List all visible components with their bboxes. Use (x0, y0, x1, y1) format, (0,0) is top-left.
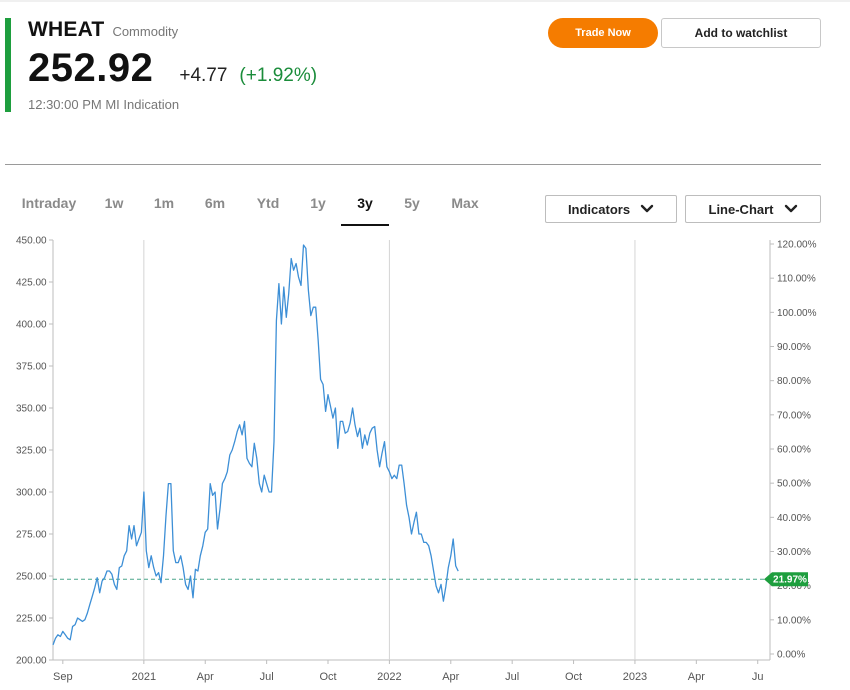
y2-tick-label: 30.00% (777, 547, 811, 558)
reference-label: 21.97% (773, 575, 807, 586)
x-tick-label: 2023 (623, 671, 647, 683)
top-border (0, 0, 850, 2)
tab-1y[interactable]: 1y (310, 195, 326, 211)
x-tick-label: Apr (442, 671, 459, 683)
x-tick-label: Apr (197, 671, 214, 683)
chart-type-label: Line-Chart (708, 201, 774, 217)
price-change: +4.77 (179, 65, 228, 86)
y2-tick-label: 50.00% (777, 479, 811, 490)
price-line[interactable] (52, 244, 459, 646)
instrument-symbol: WHEAT (28, 18, 105, 41)
quote-indication: MI Indication (105, 97, 180, 112)
y2-tick-label: 40.00% (777, 513, 811, 524)
y-tick-label: 375.00 (16, 362, 47, 373)
y-tick-label: 450.00 (16, 236, 47, 247)
chevron-down-icon (640, 204, 654, 213)
asset-type: Commodity (112, 24, 179, 39)
price-change-percent: (+1.92%) (239, 65, 318, 86)
last-price: 252.92 (28, 46, 154, 90)
name-row: WHEAT Commodity (28, 18, 317, 42)
y2-tick-label: 70.00% (777, 410, 811, 421)
price-row: 252.92 +4.77 (+1.92%) (28, 46, 317, 91)
accent-bar (5, 18, 11, 112)
tab-ytd[interactable]: Ytd (256, 195, 280, 211)
tab-3y[interactable]: 3y (341, 190, 389, 226)
x-tick-label: 2022 (377, 671, 401, 683)
tab-intraday[interactable]: Intraday (21, 195, 77, 211)
y2-tick-label: 10.00% (777, 615, 811, 626)
y-tick-label: 250.00 (16, 572, 47, 583)
y2-tick-label: 80.00% (777, 376, 811, 387)
chart-type-dropdown[interactable]: Line-Chart (685, 195, 821, 223)
x-tick-label: 2021 (132, 671, 156, 683)
y-tick-label: 275.00 (16, 530, 47, 541)
y2-tick-label: 110.00% (777, 274, 816, 285)
quote-time: 12:30:00 PM (28, 97, 102, 112)
indicators-dropdown[interactable]: Indicators (545, 195, 677, 223)
x-tick-label: Oct (319, 671, 336, 683)
chevron-down-icon (784, 204, 797, 213)
tab-1w[interactable]: 1w (104, 195, 124, 211)
y-tick-label: 350.00 (16, 404, 47, 415)
x-tick-label: Sep (53, 671, 73, 683)
quote-header: WHEAT Commodity 252.92 +4.77 (+1.92%) 12… (28, 18, 317, 112)
add-to-watchlist-button[interactable]: Add to watchlist (661, 18, 821, 48)
x-tick-label: Apr (688, 671, 705, 683)
tab-5y[interactable]: 5y (404, 195, 420, 211)
tab-1m[interactable]: 1m (153, 195, 175, 211)
y-tick-label: 225.00 (16, 614, 47, 625)
x-tick-label: Oct (565, 671, 582, 683)
arrow-left-tag-icon (764, 572, 808, 587)
quote-time-row: 12:30:00 PM MI Indication (28, 97, 317, 112)
x-tick-label: Ju (752, 671, 764, 683)
y2-tick-label: 20.00% (777, 581, 811, 592)
y2-tick-label: 90.00% (777, 342, 811, 353)
y-tick-label: 425.00 (16, 278, 47, 289)
price-chart[interactable]: 450.00 425.00 400.00 375.00 350.00 325.00 300.… (0, 230, 850, 690)
y-tick-label: 400.00 (16, 320, 47, 331)
y-tick-label: 300.00 (16, 488, 47, 499)
x-tick-label: Jul (260, 671, 274, 683)
tab-6m[interactable]: 6m (204, 195, 226, 211)
y2-tick-label: 120.00% (777, 240, 817, 251)
y-tick-label: 325.00 (16, 446, 47, 457)
y2-tick-label: 60.00% (777, 445, 811, 456)
y2-tick-label: 0.00% (777, 650, 805, 661)
indicators-label: Indicators (567, 201, 631, 217)
y2-tick-label: 100.00% (777, 308, 817, 319)
tab-max[interactable]: Max (451, 195, 479, 211)
x-tick-label: Jul (505, 671, 519, 683)
y-tick-label: 200.00 (16, 656, 47, 667)
header-divider (5, 164, 821, 165)
trade-now-button[interactable]: Trade Now (548, 18, 658, 48)
